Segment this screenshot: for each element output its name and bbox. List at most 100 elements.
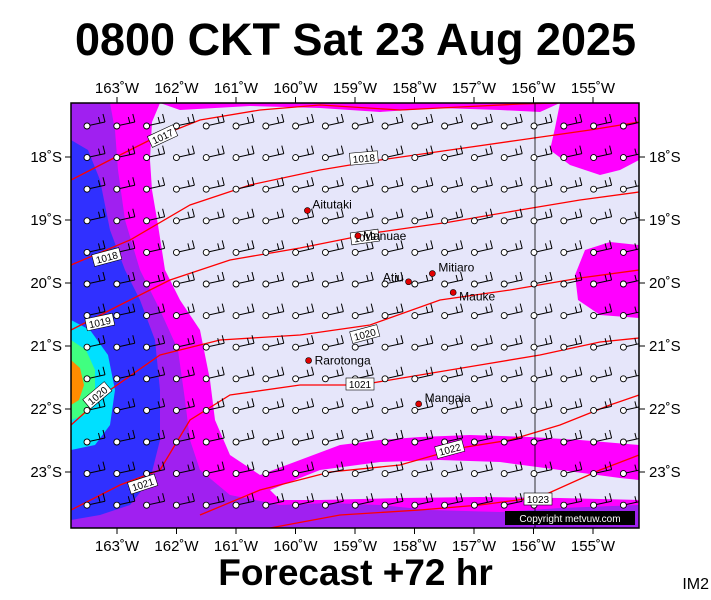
wind-barb [232, 303, 255, 320]
wind-barb [113, 461, 136, 478]
wind-barb [232, 398, 255, 414]
wind-barb [411, 461, 434, 478]
place-label: Mangaia [425, 391, 471, 405]
wind-barb [441, 429, 464, 446]
isobar-label: 1019 [88, 316, 112, 331]
wind-barb [560, 366, 583, 383]
wind-barb [83, 398, 106, 414]
wind-barb [262, 303, 285, 320]
wind-barb [381, 208, 404, 225]
wind-barb [292, 398, 315, 414]
wind-barb [500, 177, 523, 193]
wind-barb [172, 461, 195, 478]
wind-barb [321, 493, 344, 509]
lon-label-bottom: 161˚W [214, 538, 259, 555]
wind-barb [411, 335, 434, 351]
lon-label-bottom: 158˚W [392, 538, 437, 555]
wind-barb [411, 303, 434, 320]
wind-barb [441, 208, 464, 225]
wind-barb [172, 271, 195, 288]
wind-barb [202, 366, 225, 383]
wind-barb [351, 429, 374, 446]
isobar-1018 [71, 121, 639, 266]
wind-barb [590, 398, 613, 414]
place-dot [305, 357, 312, 364]
isobar-1023 [269, 454, 639, 528]
wind-barb [590, 303, 613, 320]
lat-label-left: 23˚S [30, 464, 62, 481]
wind-barb [143, 366, 166, 383]
wind-barb [590, 335, 613, 351]
wind-barb [292, 145, 315, 162]
lon-label-bottom: 159˚W [333, 538, 378, 555]
wind-barb [262, 177, 285, 193]
wind-barb [500, 335, 523, 351]
precip-region-north [71, 103, 639, 528]
wind-barb [470, 145, 493, 162]
wind-barb [262, 113, 285, 130]
wind-barb [470, 461, 493, 478]
wind-barb [202, 177, 225, 193]
isobar-1020 [71, 269, 639, 426]
wind-barb [202, 429, 225, 446]
wind-barb [590, 429, 613, 446]
lon-label-bottom: 155˚W [571, 538, 616, 555]
wind-barb [262, 366, 285, 383]
wind-barb [411, 240, 434, 256]
wind-barb [530, 271, 553, 288]
wind-barb [172, 398, 195, 414]
wind-barb [381, 240, 404, 256]
wind-barb [381, 113, 404, 130]
wind-barb [262, 335, 285, 351]
wind-barb [500, 271, 523, 288]
isobar-label: 1021 [349, 380, 372, 391]
wind-barb [411, 429, 434, 446]
wind-barb [470, 398, 493, 414]
wind-barb [232, 366, 255, 383]
wind-barb [590, 240, 613, 256]
wind-barb [262, 429, 285, 446]
map-axes: 163˚W 163˚W 162˚W 162˚W 161˚W 161˚W 160˚W 160˚W… [30, 80, 680, 555]
wind-barb [560, 271, 583, 288]
wind-barb [83, 461, 106, 478]
wind-barb [381, 303, 404, 320]
wind-barb [381, 429, 404, 446]
wind-barb [441, 461, 464, 478]
lon-label-bottom: 156˚W [511, 538, 556, 555]
wind-barb [113, 366, 136, 383]
wind-barb [411, 145, 434, 162]
wind-barb [381, 493, 404, 509]
place-label: Aitutaki [312, 198, 351, 212]
wind-barb [470, 303, 493, 320]
wind-barb [202, 240, 225, 256]
wind-barb [143, 208, 166, 225]
wind-barb [143, 429, 166, 446]
lon-label-bottom: 163˚W [95, 538, 140, 555]
wind-barb [232, 335, 255, 351]
wind-barb [500, 493, 523, 509]
place-dot [354, 232, 362, 240]
wind-barb [381, 271, 404, 288]
wind-barb [143, 177, 166, 193]
lat-label-left: 19˚S [30, 212, 62, 229]
lon-label-top: 158˚W [392, 80, 437, 97]
wind-barb [530, 429, 553, 446]
wind-barb [113, 177, 136, 193]
wind-barb [619, 366, 639, 383]
wind-barb [202, 398, 225, 414]
place-dot [449, 289, 457, 296]
lon-label-top: 155˚W [571, 80, 616, 97]
wind-barb [560, 335, 583, 351]
wind-barb [292, 461, 315, 478]
wind-barb [351, 398, 374, 414]
lat-label-left: 20˚S [30, 275, 62, 292]
lat-label-right: 22˚S [649, 401, 681, 418]
wind-barb [321, 303, 344, 320]
wind-barb [411, 208, 434, 225]
wind-barb [113, 493, 136, 509]
wind-barb [500, 113, 523, 130]
place-markers: Aitutaki Manuae Atiu Mitiaro Mauke Rarotonga M… [304, 198, 496, 408]
wind-barb [262, 240, 285, 256]
wind-barb [143, 145, 166, 162]
wind-barb [590, 177, 613, 193]
